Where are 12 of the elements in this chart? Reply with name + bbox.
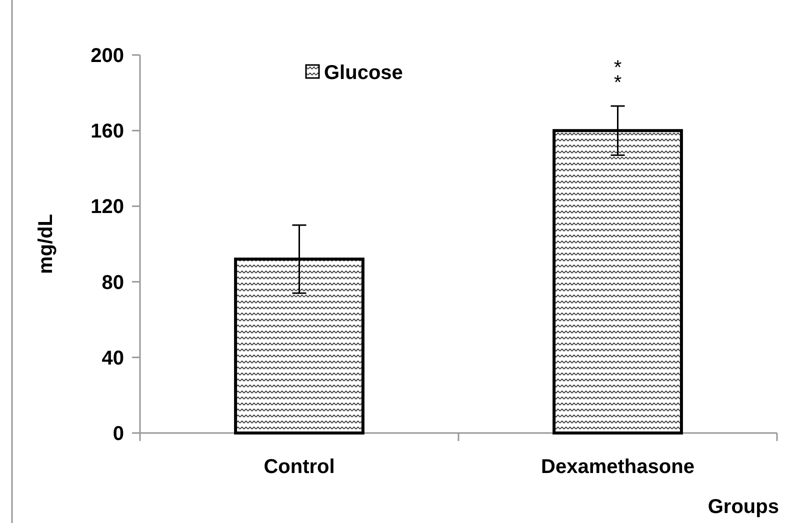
y-tick-label: 0 (112, 423, 124, 445)
y-axis-title: mg/dL (35, 214, 57, 274)
y-tick-label: 160 (90, 120, 124, 143)
y-tick-label: 40 (102, 347, 124, 370)
y-tick-label: 200 (90, 45, 124, 67)
x-tick-label: Dexamethasone (541, 456, 694, 478)
legend-label: Glucose (324, 62, 403, 84)
x-axis-title: Groups (708, 496, 779, 518)
y-tick-label: 120 (90, 196, 124, 218)
annotation: ** (614, 57, 622, 94)
x-tick-label: Control (264, 456, 335, 478)
y-tick-label: 80 (102, 272, 124, 294)
